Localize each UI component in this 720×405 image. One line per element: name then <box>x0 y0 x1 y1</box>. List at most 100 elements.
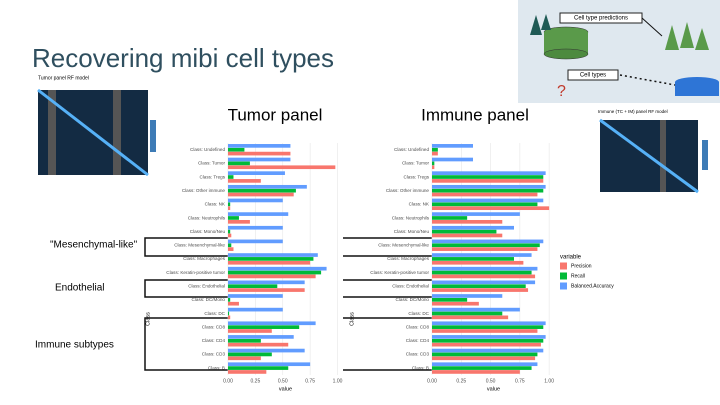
callout: Endothelial <box>55 283 104 294</box>
bar <box>432 370 520 374</box>
x-tick-label: 0.50 <box>486 378 496 384</box>
diagram-top: Cell type predictions <box>574 16 628 22</box>
bar <box>228 144 291 148</box>
y-tick-label: Class: Macrophages <box>183 256 226 261</box>
y-tick-label: Class: Tumor <box>198 161 226 166</box>
bar <box>432 233 503 238</box>
y-tick-label: Class: Mesenchymal-like <box>174 243 225 248</box>
panel-label: Tumor panel <box>228 105 323 124</box>
bar <box>432 151 438 156</box>
callout: Immune subtypes <box>35 340 114 351</box>
bar <box>228 179 261 183</box>
bar <box>432 270 532 275</box>
db <box>675 82 719 96</box>
bar <box>228 212 289 216</box>
bar <box>228 260 311 265</box>
y-tick-label: Class: NK <box>409 202 430 207</box>
y-tick-label: Class: Mono/Neu <box>394 229 430 234</box>
charts: 0.00 0.25 0.50 0.75 1.00 Class: Undefined Clas… <box>145 143 614 392</box>
bar <box>432 165 435 170</box>
bar <box>228 206 231 211</box>
bar <box>228 321 316 326</box>
bar <box>228 288 305 292</box>
bar <box>432 301 479 306</box>
y-tick-label: Class: DC/Mono <box>396 297 430 302</box>
arrow <box>641 17 663 37</box>
y-tick-label: Class: Neutrophils <box>188 215 226 220</box>
bar <box>228 352 272 357</box>
bar <box>228 161 250 166</box>
tree <box>665 25 679 50</box>
bar <box>432 329 538 333</box>
bar <box>228 192 294 197</box>
diagram: Cell type predictions Cell types ? <box>518 0 720 103</box>
tree <box>680 22 694 48</box>
bar <box>228 147 245 152</box>
bar <box>228 348 305 353</box>
heatmap: Tumor panel RF model <box>37 75 156 177</box>
bar <box>228 184 307 189</box>
bar <box>432 315 509 320</box>
bar <box>432 260 524 265</box>
db <box>543 48 589 60</box>
y-tick-label: Class: B <box>412 365 429 370</box>
bar <box>228 366 289 370</box>
bar <box>432 348 544 353</box>
bar <box>432 147 438 152</box>
panel-label: Immune panel <box>421 105 529 124</box>
arrow <box>619 74 676 86</box>
bar <box>432 229 497 234</box>
bar <box>228 280 305 285</box>
heatmap-diag <box>599 118 699 194</box>
db <box>544 32 588 54</box>
question-mark: ? <box>557 83 566 100</box>
bar <box>228 257 314 261</box>
tree <box>695 28 709 50</box>
heatmap-col <box>113 90 121 175</box>
y-tick-label: Class: Tregs <box>199 174 225 179</box>
bar <box>432 157 473 162</box>
x-tick-label: 0.75 <box>305 378 315 384</box>
x-tick-label: 1.00 <box>544 378 554 384</box>
bar <box>228 370 267 374</box>
bar <box>432 294 503 298</box>
bar <box>432 219 503 224</box>
bar <box>228 325 300 329</box>
bar <box>432 144 473 148</box>
heatmap: Immune (TC + IM) panel RF model <box>598 109 708 194</box>
bar <box>432 307 520 312</box>
x-tick-label: 1.00 <box>333 378 343 384</box>
bar <box>432 321 546 326</box>
bar <box>432 212 520 216</box>
bar <box>432 342 541 347</box>
bar <box>228 247 234 251</box>
bar <box>228 165 336 170</box>
bar <box>228 253 318 257</box>
x-tick-label: 0.00 <box>223 378 233 384</box>
legend-swatch <box>560 262 567 270</box>
bar <box>228 243 232 248</box>
bar <box>228 202 231 207</box>
y-tick-label: Class: Undefined <box>394 147 429 152</box>
y-axis-label: Class <box>349 312 355 326</box>
bar <box>432 257 514 261</box>
x-tick-label: 0.00 <box>427 378 437 384</box>
bar <box>228 294 283 298</box>
bar <box>228 307 283 312</box>
y-tick-label: Class: Macrophages <box>387 256 430 261</box>
bar <box>228 315 231 320</box>
bar <box>228 151 291 156</box>
heatmap-scale <box>150 120 156 152</box>
y-tick-label: Class: CD8 <box>406 324 430 329</box>
bar <box>432 288 529 292</box>
diagram-bottom: Cell types <box>580 73 606 79</box>
bar <box>432 253 532 257</box>
bar <box>432 216 468 220</box>
y-tick-label: Class: Keratin-positive tumor <box>370 270 429 275</box>
bar <box>228 335 294 339</box>
bar <box>228 356 261 361</box>
bar <box>228 219 250 224</box>
bar <box>432 338 544 343</box>
legend-swatch <box>560 282 567 290</box>
x-tick-label: 0.25 <box>251 378 261 384</box>
